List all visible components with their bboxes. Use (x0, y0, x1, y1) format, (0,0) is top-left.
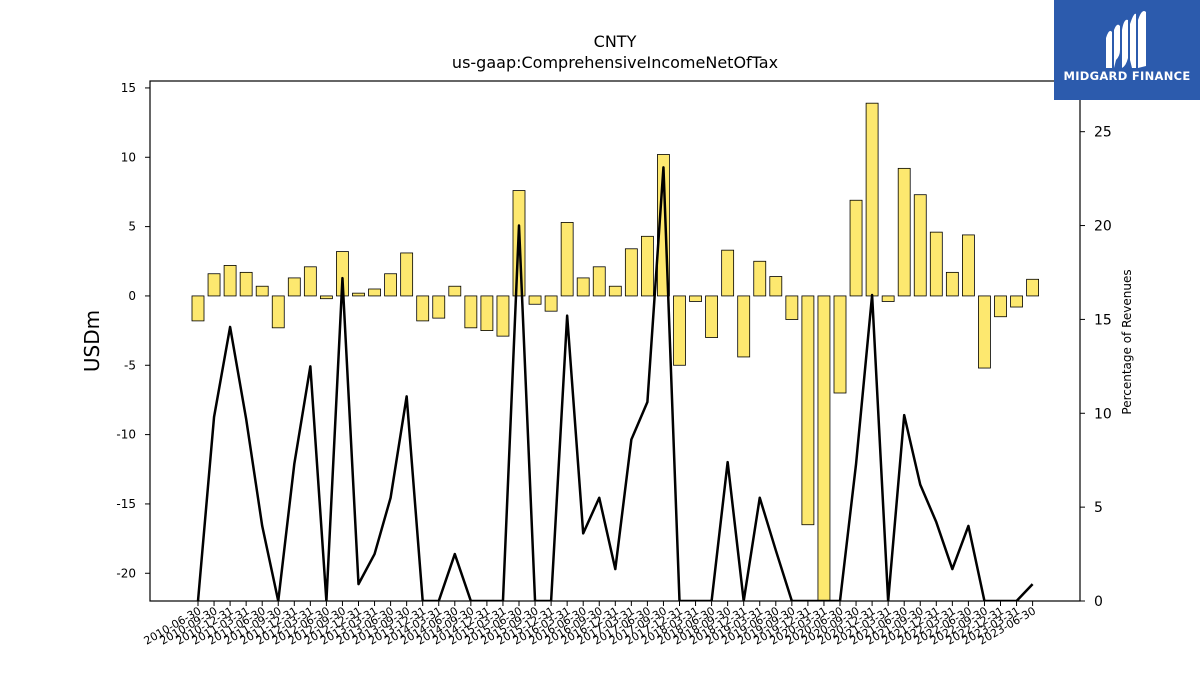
bar (368, 288, 381, 297)
bar (849, 199, 863, 297)
plot-frame (149, 80, 1081, 602)
bar (448, 285, 462, 297)
bar (1010, 295, 1023, 308)
bar (464, 295, 478, 329)
bar (352, 292, 365, 297)
chart-subtitle: us-gaap:ComprehensiveIncomeNetOfTax (451, 53, 779, 72)
brand-logo: MIDGARD FINANCE (1054, 0, 1200, 100)
bar (817, 295, 831, 601)
bar (913, 194, 927, 297)
bar (496, 295, 510, 337)
y-tick-label: 5 (128, 220, 136, 234)
bar (432, 295, 446, 319)
bar (785, 295, 799, 320)
brand-name: MIDGARD FINANCE (1063, 69, 1191, 83)
bar (384, 273, 398, 297)
y-axis-label: USDm (80, 310, 104, 372)
y2-tick-label: 15 (1094, 312, 1112, 328)
y2-tick-label: 25 (1094, 125, 1112, 141)
bar (255, 285, 269, 297)
bar (592, 266, 606, 297)
bar (881, 295, 895, 302)
bar (544, 295, 558, 312)
bar (303, 266, 317, 297)
bar (721, 249, 735, 297)
bar (673, 295, 686, 366)
bar (929, 231, 943, 297)
bar (400, 252, 414, 297)
bar (753, 260, 767, 297)
bar (962, 234, 975, 297)
chart-title: CNTY (593, 32, 637, 51)
y2-tick-label: 20 (1094, 219, 1112, 235)
y2-tick-label: 5 (1094, 500, 1103, 516)
bar (239, 271, 253, 297)
y2-axis-label: Percentage of Revenues (1120, 269, 1134, 414)
bar (608, 285, 622, 297)
bar (769, 276, 783, 297)
axis-labels: USDm Percentage of Revenues (80, 269, 1134, 414)
y-tick-label: 0 (128, 289, 136, 303)
y-tick-label: 10 (121, 150, 136, 164)
bar (1026, 278, 1039, 297)
y-tick-label: -10 (116, 428, 136, 442)
y-tick-label: -15 (116, 497, 136, 511)
bar (897, 167, 911, 297)
y2-tick-label: 0 (1094, 594, 1103, 610)
bar (287, 277, 301, 297)
bar (223, 265, 237, 297)
bar (271, 295, 285, 329)
bar (560, 222, 574, 297)
y-tick-label: 15 (121, 81, 136, 95)
bar (528, 295, 542, 305)
line-series (196, 166, 1034, 601)
bar (865, 102, 879, 297)
bar (978, 295, 991, 369)
bar (624, 248, 638, 297)
bar (480, 295, 494, 331)
bar (689, 295, 702, 302)
bar (641, 235, 654, 297)
midgard-logo-icon (1106, 11, 1146, 69)
y-tick-label: -5 (124, 358, 136, 372)
bar (945, 271, 959, 297)
bar (319, 295, 333, 300)
bar (576, 277, 590, 297)
bar-series (191, 102, 1039, 601)
bar (191, 295, 205, 322)
percentage-line (196, 166, 1034, 601)
bar (737, 295, 751, 358)
bar (416, 295, 430, 322)
bar (705, 295, 718, 338)
y-tick-label: -20 (116, 566, 136, 580)
y2-tick-label: 10 (1094, 406, 1112, 422)
bar (833, 295, 847, 394)
bar (801, 295, 815, 526)
bar (207, 273, 221, 297)
bar (994, 295, 1007, 318)
